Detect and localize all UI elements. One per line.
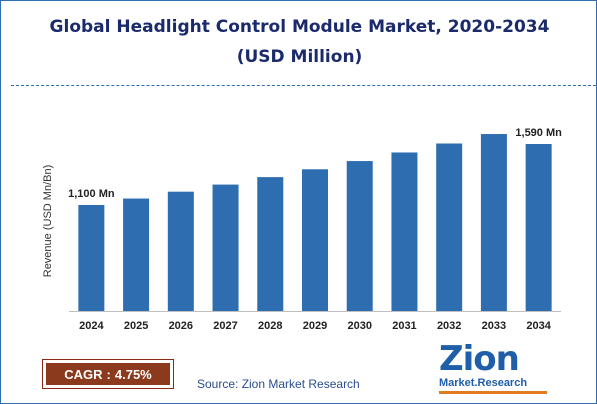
bar-2026 xyxy=(167,191,194,311)
bar-2025 xyxy=(123,198,150,311)
chart-title: Global Headlight Control Module Market, … xyxy=(49,17,550,37)
logo-underline xyxy=(439,391,547,394)
x-tick-label-2033: 2033 xyxy=(482,320,506,332)
cagr-value: 4.75% xyxy=(114,366,152,382)
x-tick-label-2032: 2032 xyxy=(437,320,461,332)
bar-2029 xyxy=(302,169,328,311)
x-tick-label-2029: 2029 xyxy=(303,320,327,332)
zion-logo: Zion Market.Research xyxy=(433,339,551,395)
bar-2031 xyxy=(391,152,418,311)
x-tick-label-2031: 2031 xyxy=(392,320,416,332)
bar-2033 xyxy=(480,134,507,311)
cagr-badge: CAGR : 4.75% xyxy=(42,359,174,389)
data-label-2024: 1,100 Mn xyxy=(68,188,115,200)
x-tick-label-2024: 2024 xyxy=(79,320,104,332)
data-label-2034: 1,590 Mn xyxy=(515,127,562,139)
y-axis-label: Revenue (USD Mn/Bn) xyxy=(42,165,54,278)
x-tick-label-2027: 2027 xyxy=(213,320,237,332)
x-tick-label-2034: 2034 xyxy=(526,320,551,332)
logo-subtitle: Market.Research xyxy=(439,377,528,389)
logo-wordmark: Zion xyxy=(439,339,520,379)
x-tick-label-2026: 2026 xyxy=(169,320,193,332)
x-tick-label-2030: 2030 xyxy=(347,320,371,332)
bar-2028 xyxy=(257,177,284,311)
source-note: Source: Zion Market Research xyxy=(197,377,360,391)
title-divider xyxy=(11,85,596,86)
cagr-separator: : xyxy=(106,366,111,382)
bar-2032 xyxy=(436,143,463,311)
cagr-label: CAGR xyxy=(64,366,103,382)
bar-2024 xyxy=(78,205,105,311)
chart-subtitle: (USD Million) xyxy=(236,47,363,67)
x-tick-label-2025: 2025 xyxy=(124,320,148,332)
x-tick-label-2028: 2028 xyxy=(258,320,282,332)
bar-2027 xyxy=(212,184,239,311)
bar-2030 xyxy=(346,161,373,311)
bar-2034 xyxy=(525,144,552,311)
